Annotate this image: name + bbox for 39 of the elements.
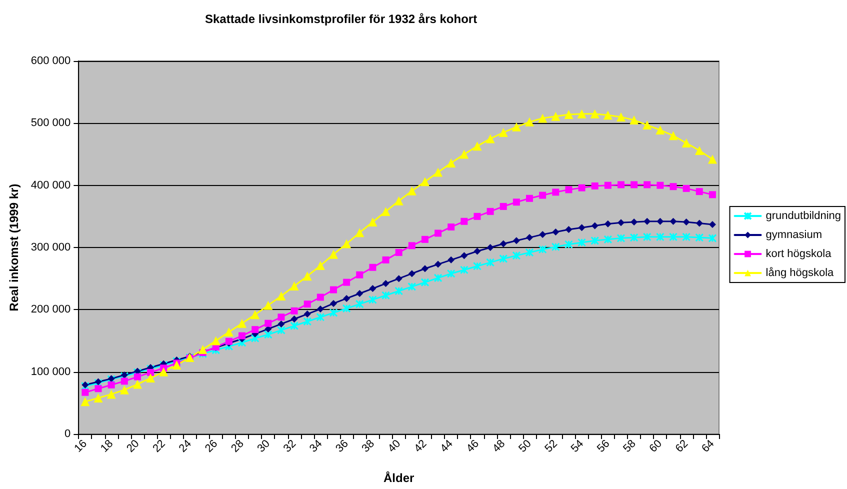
x-tick-label: 32 bbox=[281, 438, 299, 455]
legend-label: gymnasium bbox=[766, 229, 822, 241]
x-tick-label: 56 bbox=[595, 438, 612, 455]
x-tick-label: 38 bbox=[360, 438, 377, 455]
legend-label: grundutbildning bbox=[766, 210, 842, 222]
x-tick-label: 16 bbox=[72, 438, 90, 455]
x-tick-label: 20 bbox=[124, 438, 142, 455]
x-tick-label: 64 bbox=[700, 438, 717, 455]
y-tick-label: 0 bbox=[64, 428, 71, 440]
x-tick-label: 48 bbox=[490, 438, 508, 455]
x-tick-label: 60 bbox=[647, 438, 664, 455]
x-tick-label: 28 bbox=[229, 438, 246, 455]
x-tick-label: 22 bbox=[150, 438, 168, 455]
x-tick-label: 30 bbox=[255, 438, 272, 455]
x-tick-label: 40 bbox=[386, 438, 404, 455]
legend-label: lång högskola bbox=[766, 267, 835, 279]
y-tick-label: 100 000 bbox=[30, 366, 71, 378]
x-axis-title: Ålder bbox=[383, 471, 414, 485]
x-tick-label: 34 bbox=[308, 438, 325, 455]
x-tick-label: 18 bbox=[98, 438, 116, 455]
legend-label: kort högskola bbox=[766, 248, 832, 260]
y-tick-label: 500 000 bbox=[30, 117, 71, 130]
y-tick-label: 300 000 bbox=[30, 242, 71, 254]
x-tick-label: 52 bbox=[542, 438, 560, 455]
x-tick-label: 58 bbox=[621, 438, 638, 455]
chart-title: Skattade livsinkomstprofiler för 1932 års kohort bbox=[205, 12, 478, 26]
x-tick-label: 54 bbox=[568, 438, 586, 455]
x-tick-label: 50 bbox=[516, 438, 534, 455]
x-tick-label: 44 bbox=[438, 438, 456, 455]
x-tick-label: 24 bbox=[176, 438, 194, 455]
y-axis-title: Real inkomst (1999 kr) bbox=[7, 184, 21, 312]
x-tick-label: 46 bbox=[464, 438, 482, 455]
y-tick-label: 400 000 bbox=[30, 179, 71, 192]
x-tick-label: 62 bbox=[673, 438, 691, 455]
x-tick-label: 42 bbox=[412, 438, 430, 455]
y-tick-label: 600 000 bbox=[30, 55, 71, 67]
x-tick-label: 26 bbox=[202, 438, 220, 455]
x-tick-label: 36 bbox=[334, 438, 351, 455]
y-tick-label: 200 000 bbox=[30, 304, 71, 316]
